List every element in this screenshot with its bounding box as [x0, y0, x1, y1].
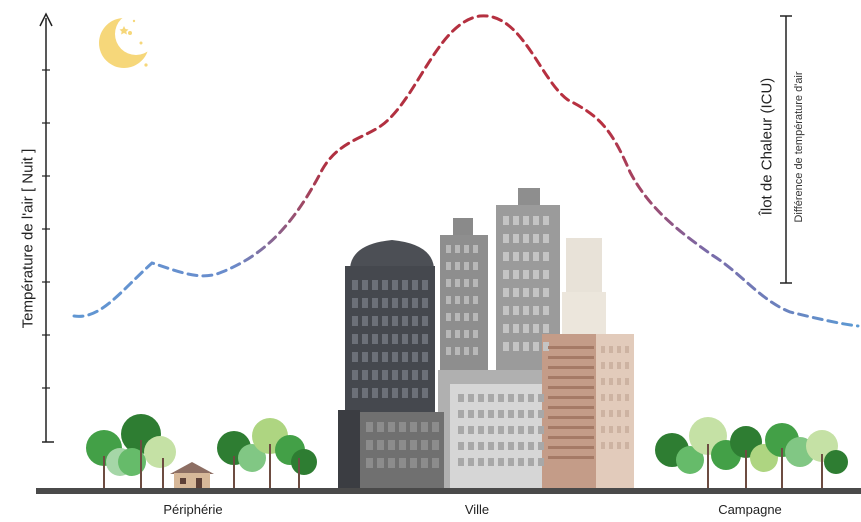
icu-title: Îlot de Chaleur (ICU): [758, 77, 776, 216]
ground-line: [36, 488, 861, 494]
moon-icon: [99, 13, 157, 68]
temperature-curve: [72, 14, 860, 328]
tree-icon: [86, 414, 317, 490]
house-icon: [170, 462, 214, 490]
zone-label-campagne: Campagne: [718, 502, 782, 517]
tree-icon: [655, 417, 848, 490]
icu-bracket: [780, 15, 792, 284]
zone-label-ville: Ville: [464, 502, 490, 517]
y-axis: [39, 12, 54, 443]
icu-subtitle: Différence de température d'air: [793, 71, 805, 223]
y-axis-label: Température de l'air [ Nuit ]: [19, 148, 37, 329]
zone-label-peripherie: Périphérie: [163, 502, 223, 517]
building-icon: [338, 188, 634, 488]
